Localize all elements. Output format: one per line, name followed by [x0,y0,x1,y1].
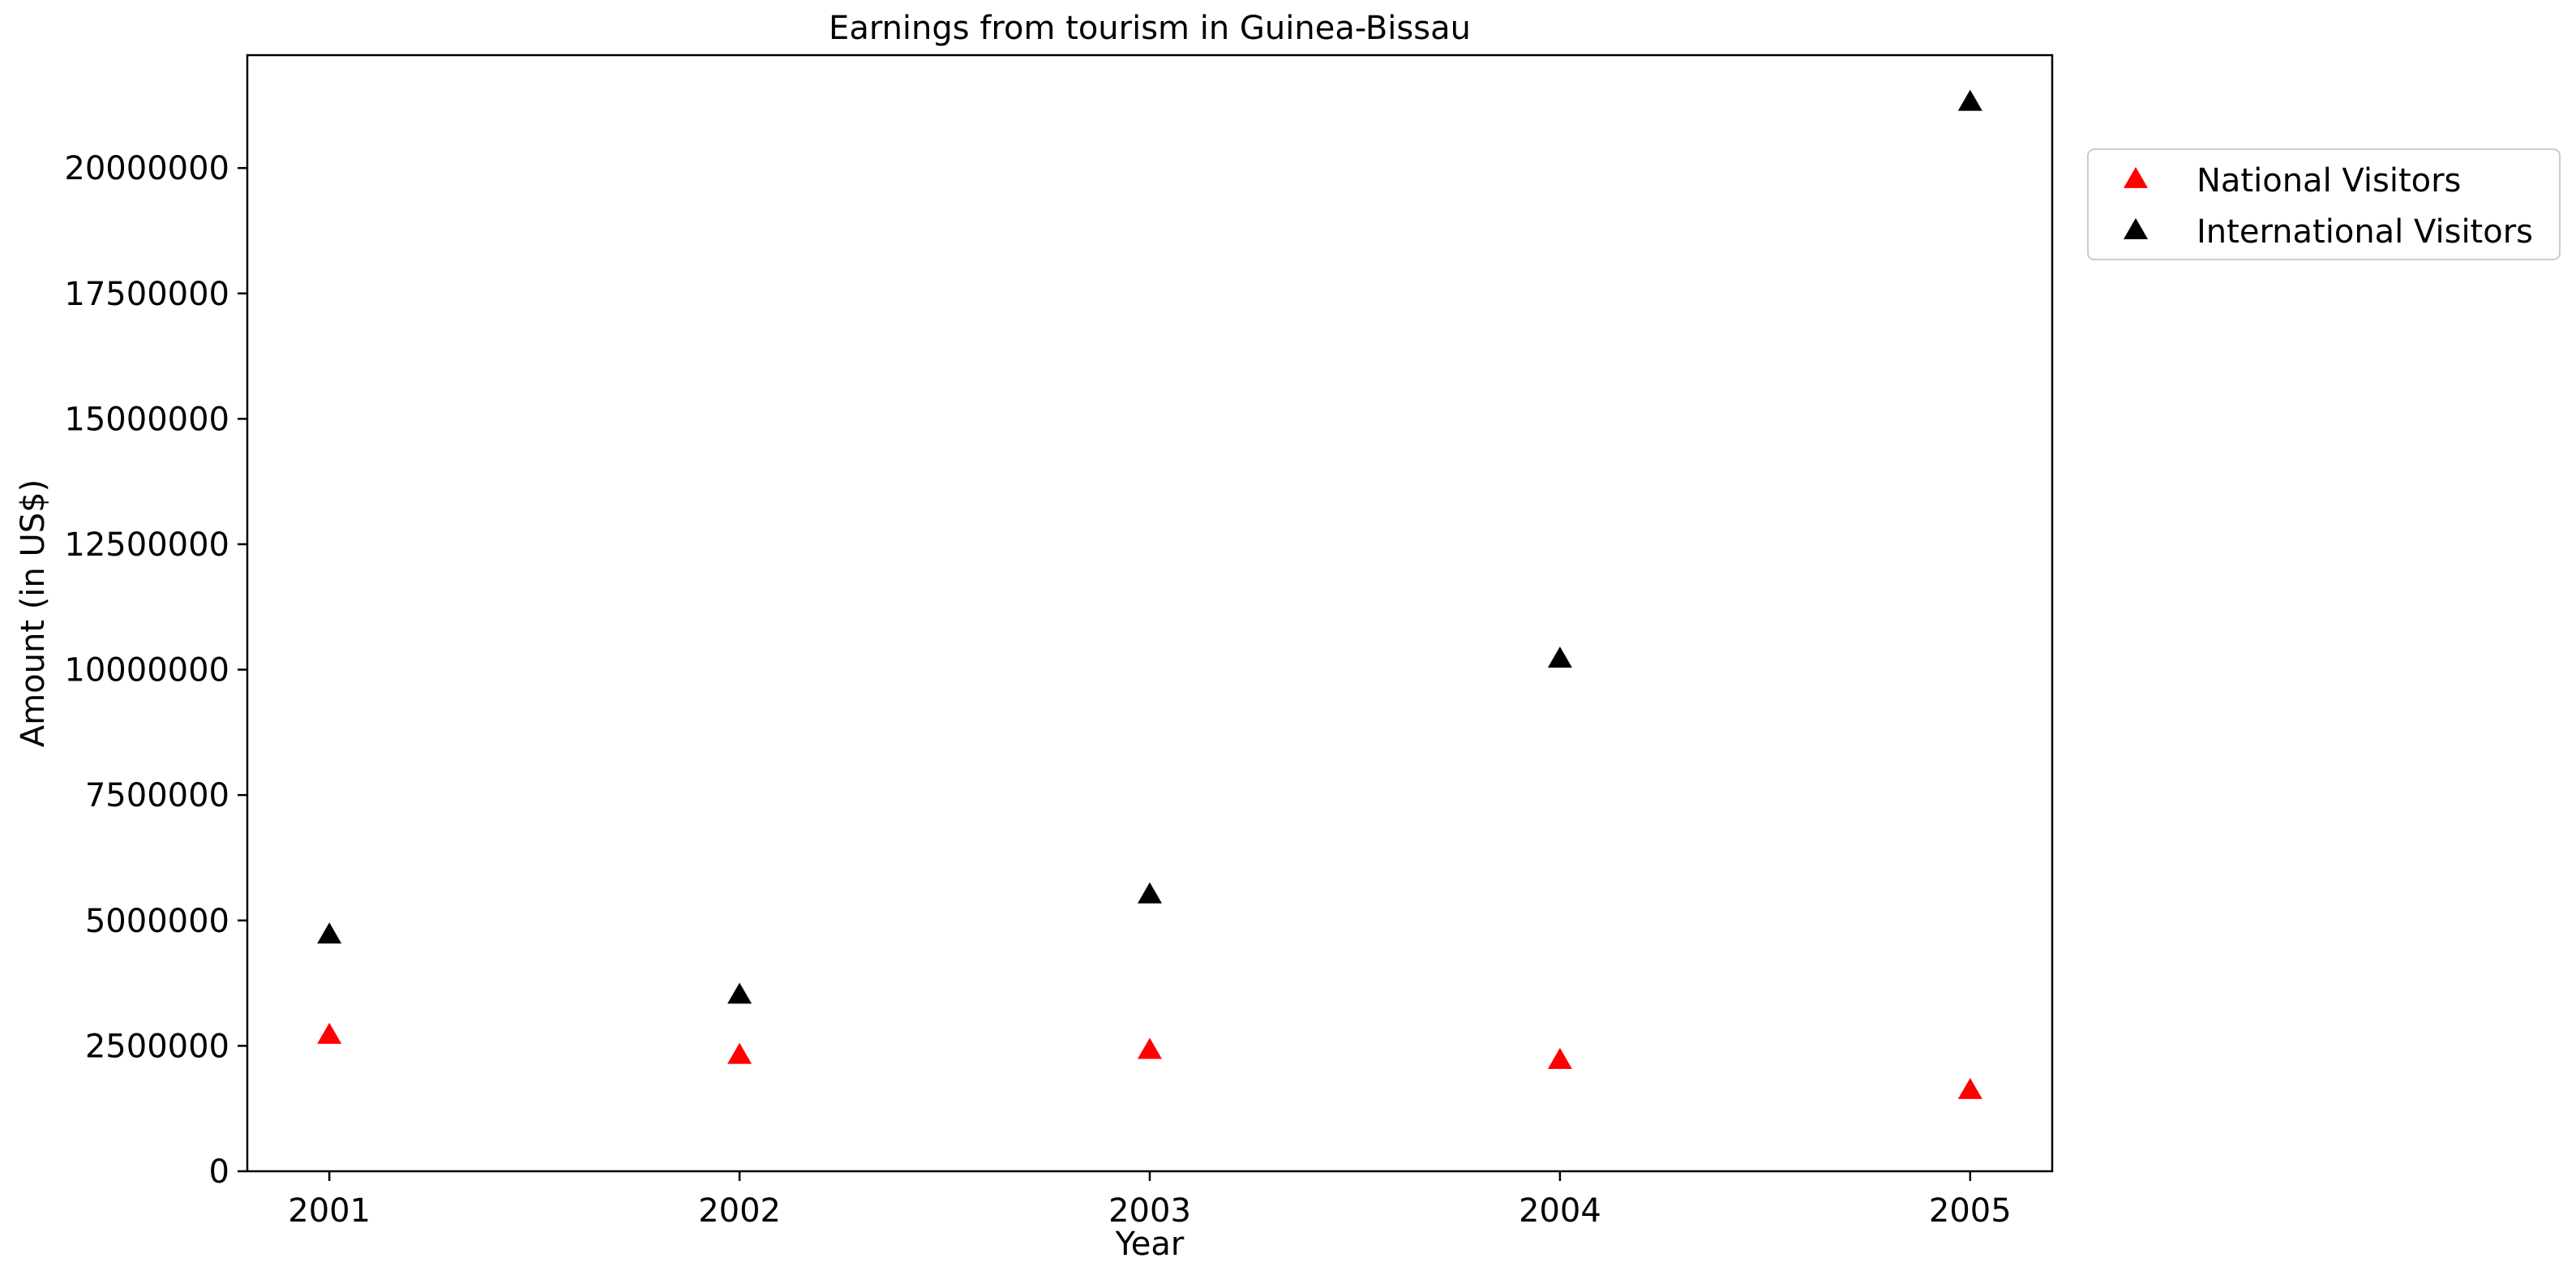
y-tick-label: 5000000 [85,903,229,940]
x-tick-label: 2005 [1929,1192,2012,1230]
x-tick-label: 2001 [288,1192,371,1230]
x-tick-label: 2003 [1108,1192,1191,1230]
data-point-series-0 [1957,1077,1982,1099]
data-point-series-1 [727,982,752,1004]
series-0-points [317,1022,1982,1099]
legend-label: National Visitors [2197,162,2461,200]
x-tick-label: 2004 [1519,1192,1601,1230]
y-axis-ticks: 0 2500000 5000000 7500000 10000000 12500000 15… [64,150,247,1191]
data-point-series-1 [317,922,342,944]
y-tick-label: 17500000 [64,276,229,313]
data-points [317,89,1982,1099]
data-point-series-0 [1547,1047,1572,1069]
data-point-series-1 [1138,882,1162,904]
y-tick-label: 10000000 [64,652,229,689]
y-tick-label: 15000000 [64,401,229,438]
x-tick-label: 2002 [698,1192,781,1230]
data-point-series-0 [1138,1037,1162,1059]
legend: National Visitors International Visitors [2087,148,2561,260]
chart-title: Earnings from tourism in Guinea-Bissau [829,10,1471,47]
y-axis-label: Amount (in US$) [15,479,52,747]
plot-area-frame [246,54,2054,1173]
x-axis-ticks: 2001 2002 2003 2004 2005 [288,1171,2012,1230]
legend-items: National Visitors International Visitors [2124,162,2533,251]
y-tick-label: 2500000 [85,1028,229,1065]
y-tick-label: 0 [209,1153,229,1191]
data-point-series-1 [1547,646,1572,668]
series-1-points [317,89,1982,1004]
data-point-series-0 [727,1042,752,1064]
data-point-series-0 [317,1022,342,1044]
y-tick-label: 20000000 [64,150,229,187]
legend-marker-series-0 [2124,166,2148,188]
legend-box [2087,148,2561,260]
legend-label: International Visitors [2197,213,2533,251]
data-point-series-1 [1957,89,1982,111]
y-tick-label: 7500000 [85,777,229,814]
x-axis-label: Year [1115,1226,1185,1263]
legend-marker-series-1 [2124,217,2148,239]
y-tick-label: 12500000 [64,526,229,564]
